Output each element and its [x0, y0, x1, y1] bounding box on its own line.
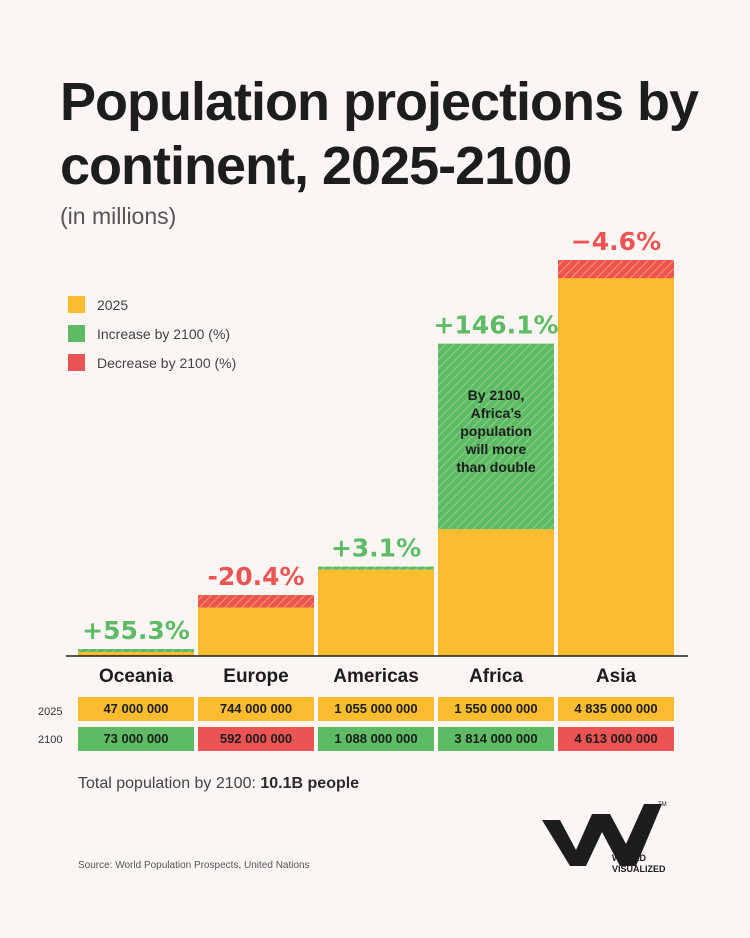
bar-2025-asia [558, 260, 674, 656]
category-label-europe: Europe [223, 666, 288, 687]
page-title: Population projections by continent, 202… [60, 72, 699, 196]
chart-subtitle: (in millions) [60, 203, 177, 229]
legend-item-2025: 2025 [68, 290, 236, 319]
category-label-asia: Asia [596, 666, 637, 687]
source-note: Source: World Population Prospects, Unit… [78, 860, 310, 871]
bar-increase-americas [318, 566, 434, 570]
bar-2025-africa [438, 529, 554, 656]
table-row-label-2025: 2025 [38, 706, 63, 718]
legend-label-increase: Increase by 2100 (%) [97, 325, 231, 342]
bar-2025-americas [318, 569, 434, 656]
category-label-oceania: Oceania [99, 666, 173, 687]
legend-label-2025: 2025 [97, 296, 129, 313]
bar-decrease-europe [198, 595, 314, 608]
change-label-oceania: +55.3% [82, 616, 190, 645]
table-cell-2025-oceania: 47 000 000 [78, 697, 194, 721]
total-prefix: Total population by 2100: [78, 775, 256, 792]
legend-item-decrease: Decrease by 2100 (%) [68, 348, 236, 377]
change-label-africa: +146.1% [433, 311, 558, 340]
legend-item-increase: Increase by 2100 (%) [68, 319, 236, 348]
legend-label-decrease: Decrease by 2100 (%) [97, 354, 237, 371]
logo-text: WORLD VISUALIZED [612, 853, 666, 875]
world-visualized-logo: TM [542, 802, 667, 866]
table-cell-2025-americas: 1 055 000 000 [318, 697, 434, 721]
table-cell-2100-europe: 592 000 000 [198, 727, 314, 751]
table-cell-2025-asia: 4 835 000 000 [558, 697, 674, 721]
table-cell-2100-oceania: 73 000 000 [78, 727, 194, 751]
table-cell-2025-africa: 1 550 000 000 [438, 697, 554, 721]
bar-decrease-asia [558, 260, 674, 279]
logo-text-line2: VISUALIZED [612, 864, 666, 874]
legend: 2025 Increase by 2100 (%) Decrease by 21… [68, 290, 236, 377]
change-label-americas: +3.1% [331, 534, 421, 563]
total-value: 10.1B people [260, 775, 360, 792]
total-population: Total population by 2100: 10.1B people [78, 775, 359, 793]
legend-swatch-decrease [68, 354, 85, 371]
category-label-africa: Africa [469, 666, 523, 687]
logo-text-line1: WORLD [612, 853, 646, 863]
legend-swatch-2025 [68, 296, 85, 313]
logo-trademark: TM [658, 802, 667, 808]
bar-increase-oceania [78, 649, 194, 652]
bar-chart: +55.3% -20.4% +3.1% +146.1% −4.6% By 2100, Afr… [66, 227, 688, 687]
legend-swatch-increase [68, 325, 85, 342]
annotation-africa: By 2100, Africa’s population will more than … [456, 387, 536, 475]
table-cell-2100-asia: 4 613 000 000 [558, 727, 674, 751]
table-cell-2025-europe: 744 000 000 [198, 697, 314, 721]
bar-increase-africa [438, 343, 554, 530]
table-cell-2100-africa: 3 814 000 000 [438, 727, 554, 751]
change-label-asia: −4.6% [571, 227, 661, 256]
bar-2025-oceania [78, 652, 194, 656]
category-label-americas: Americas [333, 666, 419, 687]
change-label-europe: -20.4% [207, 562, 304, 591]
table-cell-2100-americas: 1 088 000 000 [318, 727, 434, 751]
table-row-label-2100: 2100 [38, 734, 63, 746]
